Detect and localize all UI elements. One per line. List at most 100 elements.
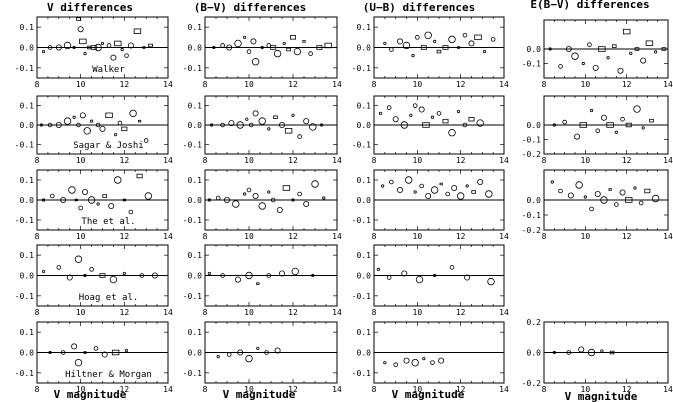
data-point-circle — [243, 35, 247, 39]
data-point-circle — [72, 45, 76, 50]
y-tick-label: 0.1 — [188, 176, 203, 185]
data-point-square — [442, 118, 449, 124]
data-point-circle — [220, 122, 225, 128]
y-tick-label: 0.0 — [527, 349, 542, 358]
data-point-circle — [456, 192, 465, 200]
column-title-v: V differences — [47, 1, 133, 14]
panel-r3-c2: 8 10 12 14 0.1 0.0 -0.1 — [352, 244, 509, 317]
data-point-square — [316, 45, 323, 50]
panel-r0-c1: 8 10 12 14 0.1 0.0 -0.1 — [183, 16, 342, 89]
data-point-circle — [293, 47, 302, 56]
x-tick-label: 12 — [120, 80, 130, 89]
column-title-bv: (B−V) differences — [194, 1, 307, 14]
data-point-square — [83, 351, 87, 354]
data-point-circle — [248, 122, 254, 128]
data-point-circle — [106, 43, 112, 48]
data-point-square — [133, 28, 142, 34]
data-point-square — [606, 122, 614, 128]
data-point-circle — [276, 206, 283, 213]
data-point-circle — [83, 51, 87, 56]
x-tick-label: 10 — [581, 385, 591, 394]
x-tick-label: 10 — [581, 232, 591, 241]
data-point-circle — [234, 39, 242, 48]
data-point-circle — [117, 120, 123, 126]
data-point-circle — [47, 122, 53, 128]
data-point-circle — [424, 31, 432, 39]
y-tick-label: 0.1 — [188, 102, 203, 111]
data-point-square — [284, 128, 293, 134]
y-tick-label: 0.1 — [357, 251, 372, 260]
data-point-circle — [617, 67, 624, 74]
data-point-circle — [600, 349, 604, 353]
x-tick-label: 10 — [244, 80, 254, 89]
y-tick-label: -0.1 — [352, 216, 371, 225]
data-point-circle — [120, 47, 124, 52]
data-point-circle — [433, 273, 437, 278]
data-point-circle — [82, 188, 89, 195]
data-point-circle — [558, 188, 563, 194]
data-point-square — [99, 273, 106, 278]
data-point-square — [76, 17, 81, 21]
data-point-circle — [66, 274, 73, 281]
x-tick-label: 8 — [542, 232, 547, 241]
x-tick-label: 14 — [499, 80, 509, 89]
data-point-circle — [433, 39, 437, 44]
panel-r0-c2: 8 10 12 14 0.1 0.0 -0.1 — [352, 16, 509, 89]
y-tick-label: 0.0 — [527, 196, 542, 205]
data-point-square — [468, 116, 475, 122]
data-point-circle — [552, 350, 556, 355]
data-point-circle — [258, 117, 266, 125]
data-point-circle — [151, 272, 158, 279]
y-tick-label: -0.1 — [15, 216, 34, 225]
data-point-circle — [462, 122, 468, 128]
row-label: Walker — [92, 65, 125, 75]
data-point-circle — [392, 116, 399, 123]
data-point-circle — [419, 183, 424, 189]
x-axis-label-col1: V magnitude — [54, 388, 127, 401]
data-point-circle — [614, 202, 619, 207]
data-point-circle — [87, 196, 96, 204]
x-tick-label: 10 — [76, 232, 86, 241]
data-point-square — [138, 119, 142, 123]
data-point-circle — [77, 26, 84, 33]
data-point-square — [622, 28, 631, 35]
y-tick-label: 0.0 — [188, 121, 203, 130]
data-point-circle — [403, 357, 410, 364]
data-point-circle — [633, 105, 641, 113]
y-tick-label: 0.0 — [357, 121, 372, 130]
data-point-circle — [592, 64, 599, 71]
data-point-square — [442, 45, 449, 50]
row-label: Sagar & Joshi — [73, 141, 143, 151]
data-point-circle — [207, 198, 211, 202]
data-point-circle — [376, 267, 380, 271]
x-tick-label: 8 — [35, 80, 40, 89]
data-point-circle — [274, 347, 281, 354]
data-point-circle — [47, 45, 53, 50]
data-point-square — [105, 112, 113, 119]
x-tick-label: 10 — [76, 385, 86, 394]
data-point-circle — [485, 190, 493, 198]
y-tick-label: 0.0 — [188, 349, 203, 358]
data-point-square — [649, 118, 654, 123]
data-point-circle — [83, 273, 87, 278]
data-point-circle — [558, 64, 563, 69]
x-tick-label: 12 — [120, 308, 130, 317]
data-point-square — [474, 34, 482, 41]
data-point-circle — [114, 176, 122, 184]
x-axis-label-col3: V magnitude — [392, 388, 465, 401]
data-point-circle — [430, 186, 439, 194]
panel-r1-c1: 8 10 12 14 0.1 0.0 -0.1 — [183, 95, 342, 165]
data-point-circle — [223, 196, 230, 203]
data-point-circle — [430, 115, 435, 119]
data-point-square — [579, 122, 587, 128]
data-point-circle — [270, 197, 276, 203]
data-point-circle — [297, 134, 302, 139]
data-point-circle — [487, 277, 495, 286]
data-point-circle — [422, 356, 426, 361]
y-tick-label: 0.1 — [188, 23, 203, 32]
x-tick-label: 14 — [163, 156, 173, 165]
data-point-circle — [266, 43, 272, 48]
data-point-circle — [245, 271, 253, 280]
x-tick-label: 10 — [76, 80, 86, 89]
